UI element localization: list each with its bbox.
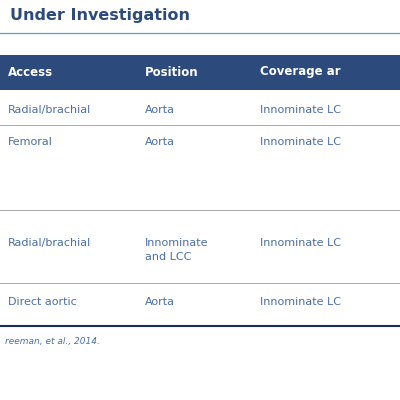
Text: reeman, et al., 2014.: reeman, et al., 2014. xyxy=(5,337,100,346)
Text: Aorta: Aorta xyxy=(145,105,175,115)
Text: Aorta: Aorta xyxy=(145,297,175,307)
Text: Under Investigation: Under Investigation xyxy=(10,8,190,23)
Text: Femoral: Femoral xyxy=(8,137,53,147)
Text: Innominate LC: Innominate LC xyxy=(260,137,341,147)
Text: Coverage ar: Coverage ar xyxy=(260,66,341,78)
Text: Innominate LC: Innominate LC xyxy=(260,297,341,307)
Text: Access: Access xyxy=(8,66,53,78)
Text: Radial/brachial: Radial/brachial xyxy=(8,105,91,115)
Text: Innominate LC: Innominate LC xyxy=(260,238,341,248)
Text: Position: Position xyxy=(145,66,199,78)
Text: Aorta: Aorta xyxy=(145,137,175,147)
Text: Innominate LC: Innominate LC xyxy=(260,105,341,115)
Text: Radial/brachial: Radial/brachial xyxy=(8,238,91,248)
Text: Direct aortic: Direct aortic xyxy=(8,297,77,307)
Text: Innominate
and LCC: Innominate and LCC xyxy=(145,238,208,262)
Bar xyxy=(0,55,400,90)
